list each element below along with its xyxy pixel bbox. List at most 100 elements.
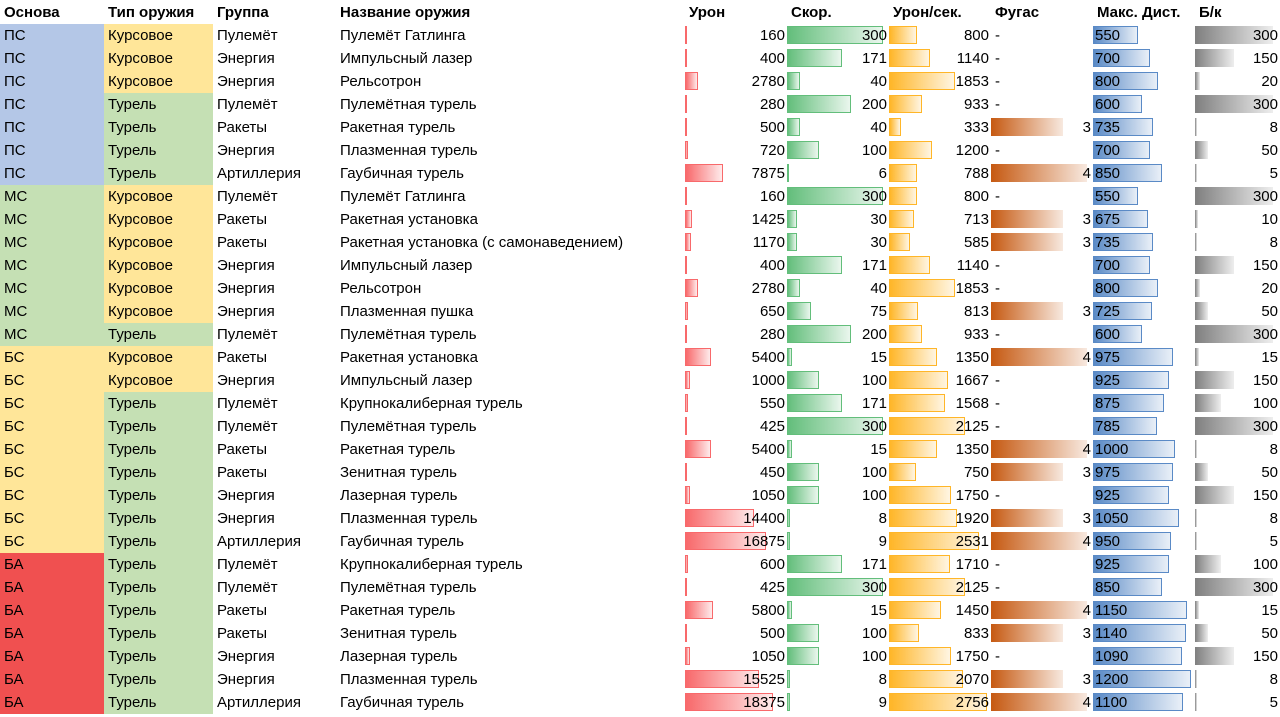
cell-group[interactable]: Пулемёт: [217, 96, 278, 113]
cell-splash[interactable]: 3: [991, 231, 1093, 254]
cell-group[interactable]: Энергия: [217, 257, 275, 274]
cell-damage[interactable]: 400: [685, 47, 787, 70]
cell-type[interactable]: Турель: [104, 576, 213, 599]
cell-damage[interactable]: 425: [685, 576, 787, 599]
cell-dps[interactable]: 1568: [889, 392, 991, 415]
cell-range[interactable]: 1050: [1093, 507, 1195, 530]
cell-ammo[interactable]: 15: [1195, 599, 1280, 622]
header-group[interactable]: Группа: [217, 3, 269, 21]
cell-ammo[interactable]: 5: [1195, 691, 1280, 714]
cell-dps[interactable]: 800: [889, 185, 991, 208]
cell-dps[interactable]: 800: [889, 24, 991, 47]
cell-splash[interactable]: 4: [991, 346, 1093, 369]
cell-name[interactable]: Рельсотрон: [340, 73, 422, 90]
cell-range[interactable]: 1150: [1093, 599, 1195, 622]
cell-name[interactable]: Ракетная турель: [340, 441, 456, 458]
cell-name[interactable]: Крупнокалиберная турель: [340, 395, 523, 412]
cell-base[interactable]: МС: [0, 277, 104, 300]
cell-name[interactable]: Плазменная турель: [340, 142, 478, 159]
cell-range[interactable]: 600: [1093, 323, 1195, 346]
header-speed[interactable]: Скор.: [791, 3, 832, 21]
cell-ammo[interactable]: 8: [1195, 507, 1280, 530]
cell-base[interactable]: БС: [0, 369, 104, 392]
cell-damage[interactable]: 160: [685, 24, 787, 47]
cell-damage[interactable]: 14400: [685, 507, 787, 530]
cell-range[interactable]: 725: [1093, 300, 1195, 323]
cell-speed[interactable]: 171: [787, 553, 889, 576]
cell-damage[interactable]: 1050: [685, 645, 787, 668]
cell-base[interactable]: МС: [0, 185, 104, 208]
cell-ammo[interactable]: 300: [1195, 185, 1280, 208]
cell-dps[interactable]: 1750: [889, 645, 991, 668]
cell-type[interactable]: Турель: [104, 530, 213, 553]
cell-speed[interactable]: 6: [787, 162, 889, 185]
cell-type[interactable]: Курсовое: [104, 277, 213, 300]
cell-damage[interactable]: 5400: [685, 438, 787, 461]
cell-group[interactable]: Пулемёт: [217, 395, 278, 412]
cell-damage[interactable]: 1170: [685, 231, 787, 254]
cell-damage[interactable]: 7875: [685, 162, 787, 185]
cell-speed[interactable]: 40: [787, 277, 889, 300]
cell-name[interactable]: Импульсный лазер: [340, 50, 473, 67]
cell-speed[interactable]: 100: [787, 461, 889, 484]
cell-name[interactable]: Пулемётная турель: [340, 418, 477, 435]
cell-speed[interactable]: 9: [787, 530, 889, 553]
cell-group[interactable]: Ракеты: [217, 625, 268, 642]
cell-speed[interactable]: 100: [787, 645, 889, 668]
cell-ammo[interactable]: 50: [1195, 461, 1280, 484]
cell-base[interactable]: МС: [0, 231, 104, 254]
cell-speed[interactable]: 15: [787, 599, 889, 622]
header-damage[interactable]: Урон: [689, 3, 726, 21]
cell-base[interactable]: БС: [0, 507, 104, 530]
cell-group[interactable]: Энергия: [217, 487, 275, 504]
cell-name[interactable]: Плазменная турель: [340, 671, 478, 688]
cell-ammo[interactable]: 150: [1195, 254, 1280, 277]
cell-group[interactable]: Ракеты: [217, 441, 268, 458]
cell-ammo[interactable]: 300: [1195, 93, 1280, 116]
cell-type[interactable]: Турель: [104, 461, 213, 484]
cell-base[interactable]: БА: [0, 668, 104, 691]
cell-dps[interactable]: 1853: [889, 277, 991, 300]
cell-group[interactable]: Энергия: [217, 510, 275, 527]
cell-dps[interactable]: 1920: [889, 507, 991, 530]
cell-splash[interactable]: 4: [991, 162, 1093, 185]
cell-speed[interactable]: 300: [787, 24, 889, 47]
cell-name[interactable]: Импульсный лазер: [340, 257, 473, 274]
cell-damage[interactable]: 5800: [685, 599, 787, 622]
cell-base[interactable]: ПС: [0, 24, 104, 47]
cell-damage[interactable]: 1425: [685, 208, 787, 231]
cell-speed[interactable]: 171: [787, 47, 889, 70]
cell-splash[interactable]: -: [991, 369, 1093, 392]
cell-base[interactable]: БА: [0, 553, 104, 576]
cell-range[interactable]: 950: [1093, 530, 1195, 553]
cell-base[interactable]: ПС: [0, 116, 104, 139]
cell-speed[interactable]: 30: [787, 231, 889, 254]
cell-ammo[interactable]: 8: [1195, 668, 1280, 691]
cell-group[interactable]: Пулемёт: [217, 579, 278, 596]
cell-splash[interactable]: -: [991, 323, 1093, 346]
cell-name[interactable]: Гаубичная турель: [340, 165, 464, 182]
cell-type[interactable]: Курсовое: [104, 208, 213, 231]
cell-splash[interactable]: 4: [991, 691, 1093, 714]
cell-ammo[interactable]: 100: [1195, 392, 1280, 415]
cell-name[interactable]: Лазерная турель: [340, 487, 458, 504]
cell-type[interactable]: Турель: [104, 691, 213, 714]
cell-splash[interactable]: 4: [991, 530, 1093, 553]
cell-range[interactable]: 550: [1093, 185, 1195, 208]
cell-group[interactable]: Артиллерия: [217, 165, 301, 182]
cell-name[interactable]: Зенитная турель: [340, 625, 457, 642]
cell-group[interactable]: Пулемёт: [217, 188, 278, 205]
cell-dps[interactable]: 1200: [889, 139, 991, 162]
header-splash[interactable]: Фугас: [995, 3, 1040, 21]
cell-range[interactable]: 700: [1093, 47, 1195, 70]
cell-range[interactable]: 1090: [1093, 645, 1195, 668]
cell-type[interactable]: Турель: [104, 93, 213, 116]
cell-type[interactable]: Курсовое: [104, 369, 213, 392]
cell-group[interactable]: Энергия: [217, 648, 275, 665]
cell-group[interactable]: Энергия: [217, 372, 275, 389]
cell-base[interactable]: БС: [0, 530, 104, 553]
cell-type[interactable]: Турель: [104, 392, 213, 415]
cell-damage[interactable]: 425: [685, 415, 787, 438]
cell-name[interactable]: Гаубичная турель: [340, 533, 464, 550]
cell-damage[interactable]: 16875: [685, 530, 787, 553]
